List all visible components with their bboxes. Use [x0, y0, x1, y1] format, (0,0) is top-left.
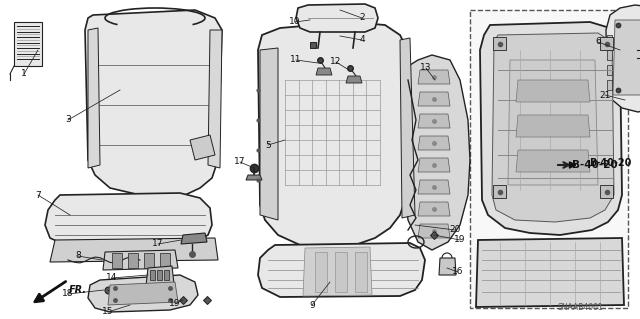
Polygon shape: [144, 253, 154, 268]
Polygon shape: [607, 50, 612, 60]
Polygon shape: [493, 37, 506, 50]
Polygon shape: [418, 158, 450, 172]
Polygon shape: [470, 10, 628, 308]
Polygon shape: [418, 114, 450, 128]
Polygon shape: [418, 136, 450, 150]
Polygon shape: [400, 38, 415, 218]
Polygon shape: [508, 60, 598, 185]
Polygon shape: [88, 28, 100, 168]
Polygon shape: [418, 202, 450, 216]
Text: 12: 12: [330, 57, 342, 66]
Polygon shape: [480, 22, 622, 235]
Polygon shape: [103, 250, 178, 270]
Polygon shape: [607, 65, 612, 75]
Text: 16: 16: [452, 268, 464, 277]
Polygon shape: [164, 270, 169, 280]
Text: 21: 21: [599, 91, 611, 100]
Text: FR.: FR.: [69, 285, 87, 295]
Polygon shape: [181, 233, 207, 244]
Text: 14: 14: [106, 273, 118, 283]
Polygon shape: [50, 238, 218, 262]
Text: 9: 9: [309, 300, 315, 309]
Text: B-40-20: B-40-20: [589, 158, 631, 168]
Polygon shape: [258, 243, 425, 297]
Text: 8: 8: [75, 251, 81, 261]
Polygon shape: [112, 253, 122, 268]
Polygon shape: [418, 180, 450, 194]
Text: 11: 11: [291, 56, 301, 64]
Text: 20: 20: [449, 226, 461, 234]
Text: 5: 5: [265, 140, 271, 150]
Polygon shape: [315, 252, 327, 292]
Text: 13: 13: [420, 63, 432, 72]
Text: 15: 15: [102, 308, 114, 316]
Polygon shape: [296, 4, 378, 32]
Polygon shape: [516, 150, 590, 172]
Text: B-40-20: B-40-20: [572, 160, 618, 170]
Polygon shape: [418, 92, 450, 106]
Polygon shape: [418, 70, 450, 84]
Polygon shape: [258, 22, 405, 248]
Polygon shape: [335, 252, 347, 292]
Text: 18: 18: [62, 290, 74, 299]
Polygon shape: [516, 80, 590, 102]
Polygon shape: [160, 253, 170, 268]
Polygon shape: [613, 20, 640, 95]
Polygon shape: [146, 266, 174, 286]
Text: 2: 2: [359, 13, 365, 23]
Polygon shape: [88, 275, 198, 312]
Polygon shape: [14, 22, 42, 66]
Text: 19: 19: [454, 235, 466, 244]
Text: 7: 7: [35, 190, 41, 199]
Polygon shape: [128, 253, 138, 268]
Polygon shape: [85, 10, 222, 198]
Text: SNAAB4001: SNAAB4001: [557, 303, 603, 313]
Text: 17: 17: [152, 240, 164, 249]
Polygon shape: [600, 37, 613, 50]
Polygon shape: [303, 247, 372, 296]
Polygon shape: [45, 193, 212, 247]
Text: 17: 17: [234, 158, 246, 167]
Polygon shape: [607, 80, 612, 90]
Polygon shape: [316, 68, 332, 75]
Polygon shape: [492, 33, 614, 222]
Polygon shape: [476, 238, 624, 307]
Text: 6: 6: [595, 38, 601, 47]
Polygon shape: [208, 30, 222, 168]
Polygon shape: [108, 282, 178, 305]
Text: 10: 10: [289, 18, 301, 26]
Polygon shape: [246, 175, 262, 180]
Polygon shape: [516, 115, 590, 137]
Polygon shape: [355, 252, 367, 292]
Polygon shape: [190, 135, 215, 160]
Polygon shape: [607, 35, 612, 45]
Text: 4: 4: [359, 35, 365, 44]
Polygon shape: [439, 258, 456, 275]
Polygon shape: [405, 55, 470, 250]
Polygon shape: [418, 224, 450, 238]
Polygon shape: [150, 270, 155, 280]
Text: 19: 19: [169, 300, 180, 308]
Text: 1: 1: [21, 70, 27, 78]
Polygon shape: [493, 185, 506, 198]
Polygon shape: [260, 48, 278, 220]
Polygon shape: [157, 270, 162, 280]
Polygon shape: [600, 185, 613, 198]
Polygon shape: [346, 76, 362, 83]
Polygon shape: [606, 5, 640, 112]
Text: 3: 3: [65, 115, 71, 124]
